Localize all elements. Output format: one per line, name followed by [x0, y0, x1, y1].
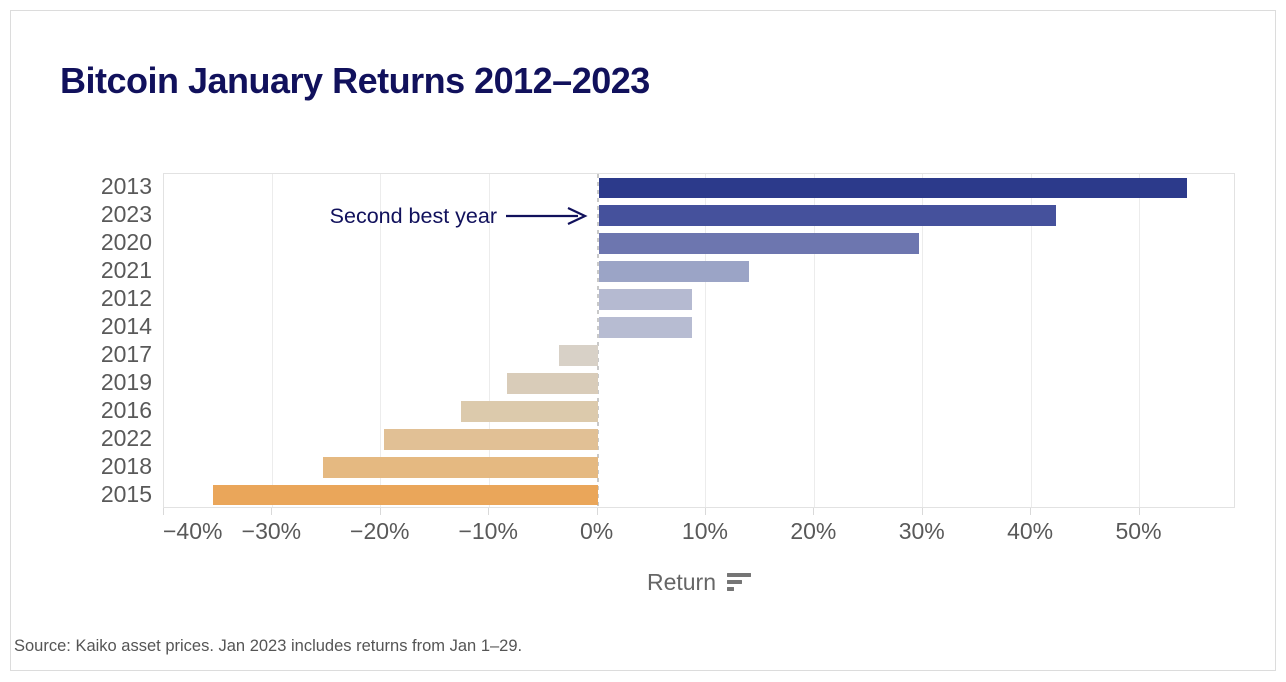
x-tick-mark--10% [488, 508, 490, 515]
y-axis-labels: 2013 2023 2020 2021 2012 2014 2017 2019 2016 2022… [0, 173, 152, 508]
annotation-arrow-icon [506, 207, 588, 225]
gridline-50% [1139, 174, 1141, 507]
gridline--20% [380, 174, 382, 507]
sort-bar-short [727, 586, 735, 592]
y-axis-label-2021: 2021 [100, 257, 152, 284]
gridline-40% [1030, 174, 1032, 507]
chart-title: Bitcoin January Returns 2012–2023 [60, 60, 650, 101]
bar-2013 [598, 177, 1188, 199]
y-axis-label-2022: 2022 [100, 424, 152, 451]
x-tick-mark--40% [163, 508, 164, 515]
source-note: Source: Kaiko asset prices. Jan 2023 inc… [14, 637, 523, 655]
bar-2019 [506, 372, 598, 394]
x-tick-label-50%: 50% [1115, 518, 1162, 544]
x-axis-tick-labels: −40% −30% −20% −10% 0% 10% 20% 30% 40% 50% [163, 518, 1263, 546]
x-tick-mark--30% [271, 508, 273, 515]
x-tick-label-10%: 10% [681, 518, 728, 544]
bar-2015 [212, 484, 598, 506]
bar-2020 [598, 233, 920, 255]
gridline-30% [922, 174, 924, 507]
y-axis-label-2014: 2014 [100, 313, 152, 340]
y-axis-label-2012: 2012 [100, 285, 152, 312]
x-tick-label-30%: 30% [898, 518, 945, 544]
sort-descending-bars-icon [727, 572, 752, 592]
bar-2022 [384, 428, 598, 450]
x-tick-label--20%: −20% [350, 518, 410, 544]
y-axis-label-2016: 2016 [100, 396, 152, 423]
gridline-20% [813, 174, 815, 507]
x-tick-mark-50% [1138, 508, 1140, 515]
y-axis-label-2019: 2019 [100, 368, 152, 395]
y-axis-label-2017: 2017 [100, 340, 152, 367]
x-tick-label--30%: −30% [241, 518, 302, 544]
bar-2021 [598, 261, 750, 283]
zero-line [596, 174, 599, 507]
y-axis-label-2018: 2018 [100, 452, 152, 479]
y-axis-label-2015: 2015 [100, 480, 152, 507]
gridline--10% [488, 174, 490, 507]
x-tick-label-40%: 40% [1007, 518, 1054, 544]
bar-2016 [460, 400, 598, 422]
x-axis-title-group: Return [163, 567, 1235, 597]
bar-2014 [598, 317, 692, 338]
x-axis-title: Return [646, 568, 717, 595]
sort-bar-medium [727, 579, 743, 585]
bar-2018 [323, 456, 598, 478]
x-tick-mark-20% [813, 508, 815, 515]
annotation-text: Second best year [329, 204, 497, 228]
x-axis-tick-marks [163, 508, 1235, 516]
x-tick-label--10%: −10% [458, 518, 518, 544]
x-tick-mark-10% [704, 508, 706, 515]
bar-2023 [598, 205, 1056, 227]
sort-bar-long [727, 572, 752, 578]
gridline--30% [271, 174, 273, 507]
plot-area [163, 173, 1235, 508]
y-axis-label-2013: 2013 [100, 173, 152, 200]
y-axis-label-2020: 2020 [100, 229, 152, 256]
x-tick-label--40%: −40% [163, 518, 223, 544]
x-tick-label-0%: 0% [579, 518, 614, 544]
x-tick-mark--20% [379, 508, 381, 515]
x-tick-mark-30% [921, 508, 923, 515]
gridline-10% [705, 174, 707, 507]
x-tick-mark-40% [1030, 508, 1032, 515]
bar-2017 [558, 345, 598, 366]
bar-2012 [598, 289, 692, 311]
y-axis-label-2023: 2023 [100, 201, 152, 228]
x-tick-label-20%: 20% [790, 518, 837, 544]
x-tick-mark-0% [596, 508, 598, 515]
